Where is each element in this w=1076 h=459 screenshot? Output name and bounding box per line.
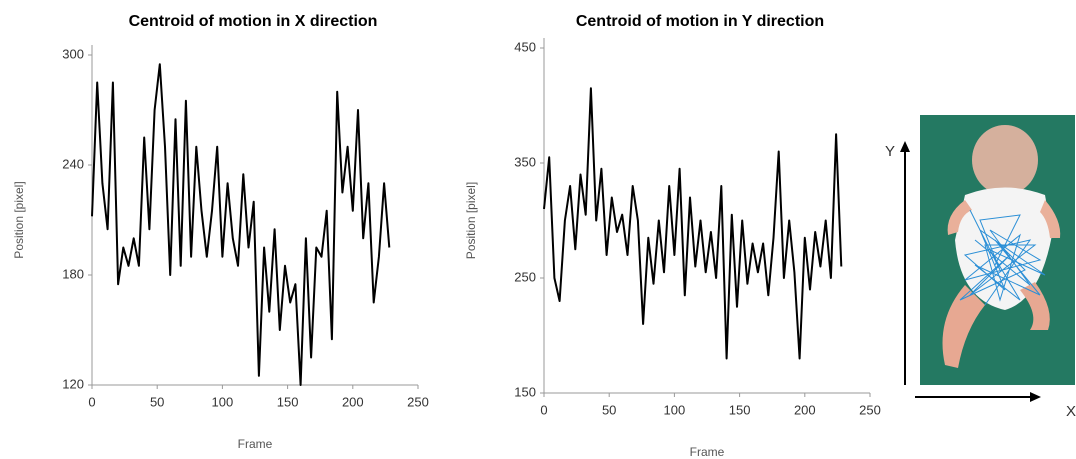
x-tick-label: 100 [212,394,234,409]
y-tick-label: 450 [514,39,536,54]
baby-arm [947,200,972,235]
y-tick-label: 350 [514,154,536,169]
y-tick-label: 250 [514,269,536,284]
photo-y-label: Y [885,143,895,160]
x-tick-label: 50 [150,394,164,409]
x-axis-label: Frame [690,445,725,459]
x-tick-label: 0 [88,394,95,409]
baby-head [972,125,1038,195]
x-tick-label: 250 [859,402,881,417]
photo-x-label: X [1066,403,1076,420]
x-tick-label: 50 [602,402,616,417]
baby-arm [1040,200,1061,238]
arrow-head [900,141,910,152]
arrow-head [1030,392,1041,402]
y-tick-label: 150 [514,384,536,399]
motion-trace [959,209,1046,306]
y-tick-label: 240 [62,156,84,171]
y-axis-label: Position [pixel] [464,182,478,259]
photo-panel: Y X [885,115,1076,420]
y-tick-label: 180 [62,266,84,281]
x-axis-label: Frame [238,437,273,451]
baby-leg [942,285,985,368]
data-line [91,63,391,386]
y-tick-label: 120 [62,376,84,391]
y-tick-label: 300 [62,46,84,61]
data-line [543,87,843,360]
x-tick-label: 100 [664,402,686,417]
x-tick-label: 200 [342,394,364,409]
chart-title: Centroid of motion in X direction [129,13,378,30]
x-tick-label: 250 [407,394,429,409]
x-tick-label: 0 [540,402,547,417]
x-tick-label: 200 [794,402,816,417]
x-tick-label: 150 [277,394,299,409]
x-tick-label: 150 [729,402,751,417]
baby-leg [1020,282,1050,330]
chart-title: Centroid of motion in Y direction [576,13,824,30]
y-axis-label: Position [pixel] [12,181,26,258]
